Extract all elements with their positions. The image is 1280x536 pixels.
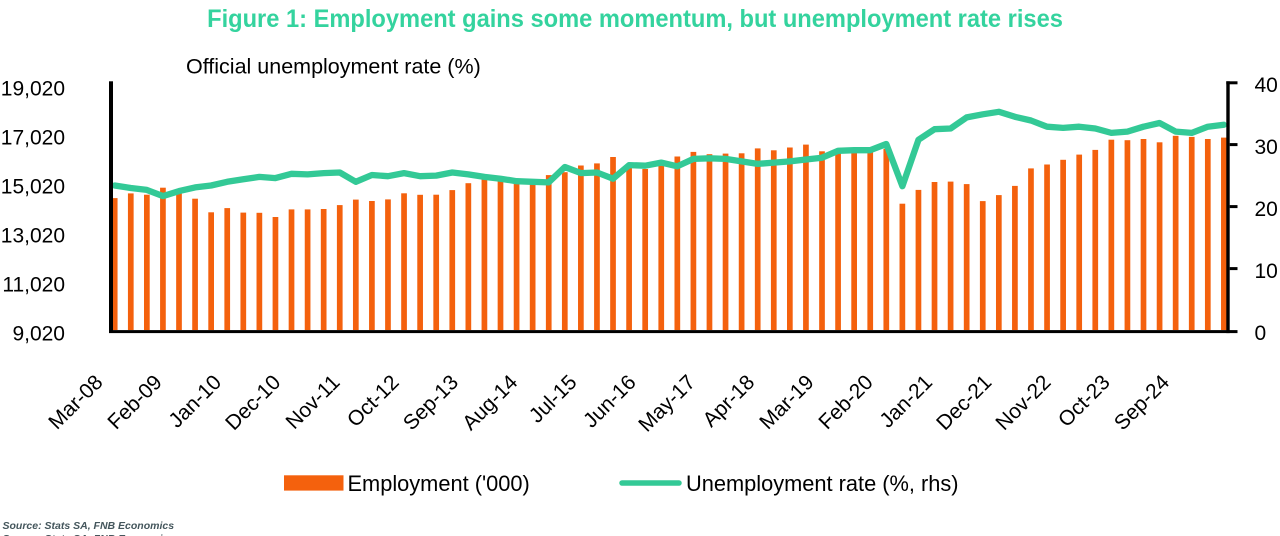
svg-text:11,020: 11,020 — [2, 273, 65, 296]
svg-text:Source: Stats SA, FNB Economic: Source: Stats SA, FNB Economics — [3, 520, 175, 532]
svg-text:Unemployment rate (%, rhs): Unemployment rate (%, rhs) — [686, 471, 959, 496]
svg-text:13,020: 13,020 — [1, 224, 65, 247]
svg-text:Official unemployment rate (%): Official unemployment rate (%) — [186, 55, 481, 79]
svg-text:10: 10 — [1255, 260, 1278, 283]
svg-text:19,020: 19,020 — [1, 77, 65, 100]
svg-text:0: 0 — [1255, 322, 1267, 345]
svg-text:40: 40 — [1255, 74, 1278, 97]
svg-text:15,020: 15,020 — [1, 175, 65, 198]
svg-text:20: 20 — [1255, 198, 1278, 221]
svg-text:30: 30 — [1255, 136, 1278, 159]
svg-text:Source: Stats SA, FNB Economic: Source: Stats SA, FNB Economics — [3, 533, 175, 536]
svg-text:17,020: 17,020 — [1, 126, 65, 149]
svg-text:Employment ('000): Employment ('000) — [348, 471, 530, 496]
svg-text:9,020: 9,020 — [12, 322, 65, 345]
svg-text:Figure 1: Employment gains som: Figure 1: Employment gains some momentum… — [207, 5, 1063, 33]
